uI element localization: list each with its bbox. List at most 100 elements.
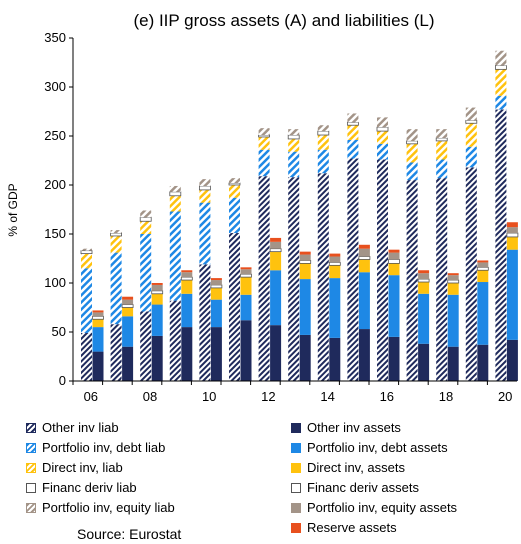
bar-segment xyxy=(377,159,388,381)
bar-segment xyxy=(210,287,222,300)
legend-item: Financ deriv assets xyxy=(291,478,516,497)
legend-item: Portfolio inv, equity liab xyxy=(26,498,291,517)
y-tick-label: 150 xyxy=(44,226,66,241)
legend-label: Direct inv, assets xyxy=(307,460,406,475)
bar-segment xyxy=(495,69,507,96)
bar-segment xyxy=(346,121,359,126)
legend-item: Direct inv, assets xyxy=(291,458,516,477)
chart-svg: (e) IIP gross assets (A) and liabilities… xyxy=(6,11,519,404)
bar-segment xyxy=(181,270,193,273)
y-axis-label: % of GDP xyxy=(6,183,20,236)
bar-segment xyxy=(140,210,152,218)
bar-segment xyxy=(81,332,92,381)
bar-segment xyxy=(328,262,341,266)
bar-segment xyxy=(81,268,92,333)
bar-segment xyxy=(347,113,359,123)
chart-title: (e) IIP gross assets (A) and liabilities… xyxy=(133,11,434,30)
bar-segment xyxy=(229,197,240,234)
bar-segment xyxy=(169,211,181,301)
legend-item: Direct inv, liab xyxy=(26,458,291,477)
legend-label: Portfolio inv, equity liab xyxy=(42,500,175,515)
bar-segment xyxy=(495,50,507,66)
legend-swatch xyxy=(291,422,301,433)
legend-item: Portfolio inv, debt assets xyxy=(291,438,516,457)
bar-segment xyxy=(140,234,152,312)
bar-segment xyxy=(506,249,518,340)
bar-segment xyxy=(210,327,222,381)
legend-item: Reserve assets xyxy=(291,518,516,537)
bar-segment xyxy=(436,129,448,138)
bar-segment xyxy=(181,272,193,278)
bar-segment xyxy=(229,185,240,198)
bar-segment xyxy=(465,119,478,124)
bar-segment xyxy=(329,253,341,257)
bar-segment xyxy=(329,337,341,381)
bar-segment xyxy=(418,293,430,344)
bar-segment xyxy=(151,335,163,381)
bar-segment xyxy=(110,235,122,253)
legend-swatch xyxy=(26,462,36,473)
bar-segment xyxy=(169,191,182,197)
bar-segment xyxy=(494,65,507,70)
bar-segment xyxy=(299,263,311,280)
bar-segment xyxy=(347,139,359,159)
bar-segment xyxy=(465,123,477,147)
bar-segment xyxy=(506,227,518,234)
legend-swatch xyxy=(291,442,301,453)
bar-segment xyxy=(80,250,93,255)
bar-segment xyxy=(436,178,448,381)
legend-swatch xyxy=(291,482,301,493)
bar-segment xyxy=(506,339,518,381)
bar-segment xyxy=(477,344,489,381)
bar-segment xyxy=(169,300,181,381)
bar-segment xyxy=(151,290,164,295)
bar-segment xyxy=(151,304,163,336)
bar-segment xyxy=(317,125,329,132)
bar-segment xyxy=(181,293,193,328)
bar-segment xyxy=(110,324,122,381)
bar-segment xyxy=(317,173,329,381)
legend-swatch xyxy=(26,442,36,453)
bar-segment xyxy=(377,117,388,128)
bar-segment xyxy=(465,107,477,121)
bar-segment xyxy=(240,294,252,321)
legend-label: Portfolio inv, debt assets xyxy=(307,440,448,455)
bar-segment xyxy=(122,296,134,300)
bar-segment xyxy=(477,270,489,283)
legend-label: Financ deriv liab xyxy=(42,480,137,495)
bar-segment xyxy=(181,280,193,294)
bar-segment xyxy=(406,180,418,381)
bar-segment xyxy=(388,263,400,276)
bar-segment xyxy=(418,282,430,294)
bar-segment xyxy=(329,265,341,279)
legend-label: Other inv liab xyxy=(42,420,119,435)
bar-segment xyxy=(210,278,222,281)
bar-segment xyxy=(210,299,222,328)
y-axis: 0 50 100 150 200 250 300 350 xyxy=(44,30,74,388)
bar-segment xyxy=(270,325,282,381)
legend: Other inv liab Other inv assets Portfolio … xyxy=(26,418,516,537)
bar-segment xyxy=(477,282,489,345)
bar-segment xyxy=(270,251,282,271)
y-tick-label: 300 xyxy=(44,79,66,94)
bar-segment xyxy=(258,136,270,150)
bar-segment xyxy=(299,251,311,255)
y-tick-label: 50 xyxy=(52,324,66,339)
bar-segment xyxy=(210,284,223,289)
bar-segment xyxy=(122,346,134,381)
bar-segment xyxy=(122,307,134,317)
bar-segment xyxy=(418,273,430,280)
bar-segment xyxy=(406,129,418,141)
bar-segment xyxy=(317,149,329,174)
bar-segment xyxy=(151,293,163,305)
bar-segment xyxy=(358,329,370,381)
bar-segment xyxy=(110,230,122,234)
bar-segment xyxy=(92,351,104,381)
bar-segment xyxy=(506,222,518,228)
bar-segment xyxy=(270,237,282,242)
bar-segment xyxy=(110,232,122,237)
bar-segment xyxy=(121,304,134,308)
bar-segment xyxy=(288,138,300,152)
bar-segment xyxy=(228,182,241,186)
bar-segment xyxy=(92,327,104,352)
